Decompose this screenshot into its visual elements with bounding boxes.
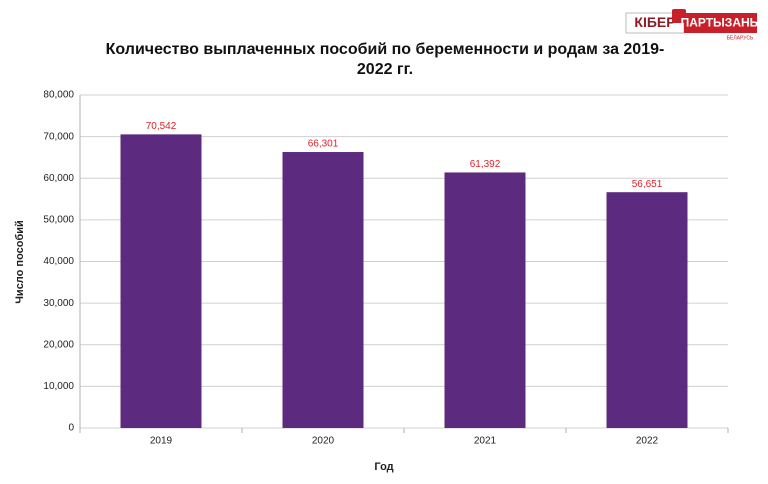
y-axis-label: Число пособий [14, 220, 26, 304]
bar [282, 152, 364, 428]
logo-left: КІБЕР [634, 14, 675, 30]
data-label: 66,301 [308, 139, 339, 150]
y-tick-label: 80,000 [43, 90, 74, 101]
logo-right-box [684, 13, 757, 33]
x-tick-label: 2019 [150, 436, 173, 447]
bar [444, 172, 526, 428]
logo: КІБЕР ПАРТЫЗАНЫ БЕЛАРУСЬ [625, 9, 762, 41]
data-label: 61,392 [470, 159, 501, 170]
bar [606, 192, 688, 428]
x-tick-label: 2020 [312, 436, 335, 447]
y-tick-label: 20,000 [43, 339, 74, 350]
logo-lock [672, 9, 686, 23]
y-tick-label: 60,000 [43, 173, 74, 184]
y-tick-label: 40,000 [43, 256, 74, 267]
y-tick-label: 10,000 [43, 381, 74, 392]
y-tick-label: 70,000 [43, 131, 74, 142]
y-tick-label: 30,000 [43, 298, 74, 309]
bar [120, 134, 202, 428]
chart-title: Количество выплаченных пособий по береме… [105, 41, 665, 78]
logo-right: ПАРТЫЗАНЫ [681, 16, 762, 30]
y-tick-label: 0 [68, 423, 74, 434]
x-tick-label: 2022 [636, 436, 659, 447]
data-label: 56,651 [632, 179, 663, 190]
x-tick-label: 2021 [474, 436, 497, 447]
x-axis-label: Год [374, 461, 393, 473]
logo-sub: БЕЛАРУСЬ [727, 35, 754, 41]
data-label: 70,542 [146, 121, 177, 132]
y-tick-label: 50,000 [43, 215, 74, 226]
